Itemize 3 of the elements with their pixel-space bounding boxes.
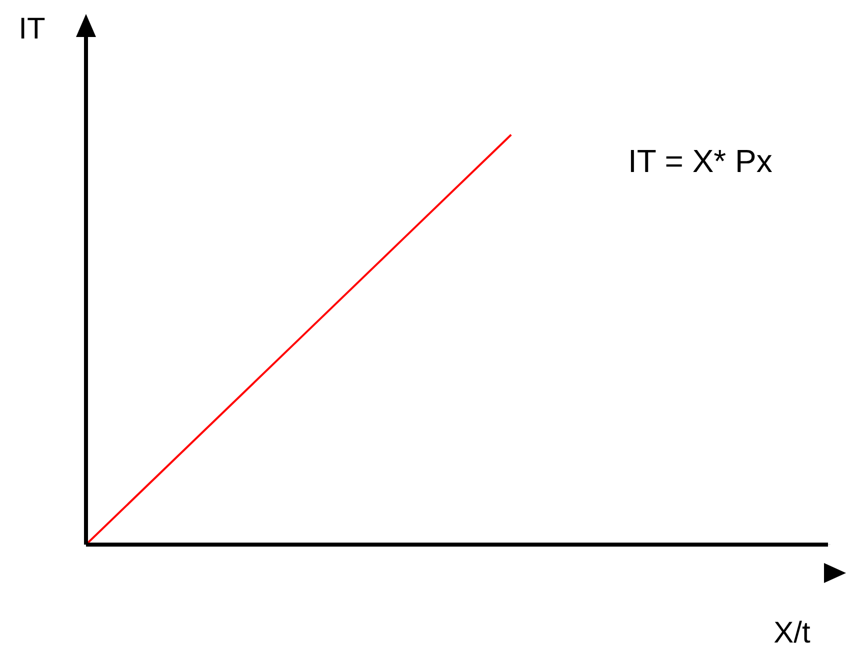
x-axis-title: X/t <box>774 616 811 650</box>
annotation: IT = X* Px <box>628 142 772 179</box>
y-axis-title: IT <box>18 12 46 46</box>
